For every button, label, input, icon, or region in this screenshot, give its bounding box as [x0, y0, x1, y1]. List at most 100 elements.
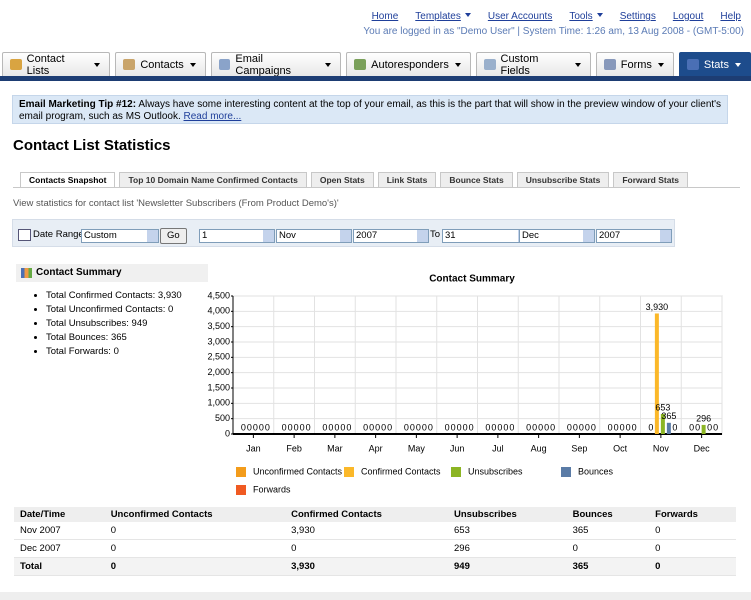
top-link[interactable]: Help — [720, 11, 741, 22]
tab-arrow — [574, 63, 581, 70]
from-day[interactable]: 1 — [199, 229, 275, 243]
legend-swatch — [236, 485, 246, 495]
tab-arrow — [189, 63, 196, 70]
top-link[interactable]: Settings — [619, 11, 656, 22]
data-label: 0 — [363, 422, 368, 432]
y-tick-label: 2,500 — [207, 352, 230, 362]
tip-box: Email Marketing Tip #12: Always have som… — [12, 95, 728, 124]
top-link[interactable]: Templates — [415, 11, 471, 22]
top-link[interactable]: Logout — [672, 11, 704, 22]
sub-tab[interactable]: Link Stats — [377, 172, 437, 188]
bar — [701, 424, 706, 434]
tab-icon — [483, 59, 496, 70]
data-label: 0 — [300, 422, 305, 432]
sub-tab[interactable]: Bounce Stats — [440, 172, 513, 188]
data-label: 0 — [288, 422, 293, 432]
summary-item: Total Confirmed Contacts: 3,930 — [46, 289, 182, 303]
y-tick-label: 4,000 — [207, 306, 230, 316]
x-tick-label: Feb — [286, 443, 302, 453]
sub-tab[interactable]: Forward Stats — [613, 172, 689, 188]
x-tick-label: Dec — [694, 443, 711, 453]
y-tick-label: 0 — [225, 428, 230, 438]
data-label: 0 — [485, 422, 490, 432]
header-row: Date/Time Unconfirmed Contacts Confirmed C… — [14, 507, 736, 522]
y-tick-label: 3,000 — [207, 336, 230, 346]
sub-tab[interactable]: Contacts Snapshot — [20, 172, 116, 188]
sub-tab[interactable]: Top 10 Domain Name Confirmed Contacts — [119, 172, 307, 188]
x-tick-label: May — [408, 443, 426, 453]
table-cell: 0 — [566, 539, 650, 558]
to-year[interactable]: 2007 — [596, 229, 672, 243]
top-link[interactable]: Home — [371, 11, 399, 22]
table-row: Total 0 3,930 949 365 0 — [14, 557, 736, 576]
tab-label: Forms — [620, 58, 652, 71]
legend-label: Confirmed Contacts — [361, 466, 441, 476]
table-cell: Dec 2007 — [14, 539, 105, 558]
legend-swatch — [451, 467, 461, 477]
nav-tab[interactable]: Custom Fields — [475, 52, 591, 77]
tip-link[interactable]: Read more... — [183, 111, 242, 122]
data-label: 0 — [381, 422, 386, 432]
y-tick-label: 3,500 — [207, 321, 230, 331]
tab-label: Autoresponders — [371, 58, 449, 71]
to-month[interactable]: Dec — [519, 229, 595, 243]
top-link[interactable]: Tools — [569, 11, 602, 22]
summary-item: Total Bounces: 365 — [46, 331, 182, 345]
go-button[interactable]: Go — [160, 228, 187, 244]
data-label: 0 — [346, 422, 351, 432]
data-label: 0 — [550, 422, 555, 432]
nav-tab[interactable]: Contact Lists — [2, 52, 111, 77]
data-label: 0 — [695, 422, 700, 432]
nav-tab[interactable]: Contacts — [115, 52, 206, 76]
data-label: 0 — [463, 422, 468, 432]
data-label: 0 — [451, 422, 456, 432]
nav-tab[interactable]: Forms — [595, 52, 674, 76]
data-label: 0 — [404, 422, 409, 432]
data-label: 0 — [626, 422, 631, 432]
tab-label: Contacts — [140, 58, 184, 71]
data-label: 0 — [567, 422, 572, 432]
top-link[interactable]: User Accounts — [487, 11, 553, 22]
nav-tab[interactable]: Stats — [678, 52, 751, 76]
sub-tab[interactable]: Unsubscribe Stats — [516, 172, 610, 188]
table-cell: 3,930 — [285, 522, 449, 540]
tab-label: Contact Lists — [26, 52, 65, 77]
sub-tab[interactable]: Open Stats — [310, 172, 374, 188]
nav-tab[interactable]: Email Campaigns — [210, 52, 342, 77]
from-year[interactable]: 2007 — [353, 229, 429, 243]
data-label: 0 — [306, 422, 311, 432]
tab-arrow — [454, 63, 461, 70]
to-label: To — [430, 229, 441, 240]
column-header: Bounces — [566, 507, 650, 522]
status: You are logged in as "Demo User" | Syste… — [363, 26, 744, 37]
legend-swatch — [561, 467, 571, 477]
data-label: 0 — [259, 422, 264, 432]
from-month[interactable]: Nov — [276, 229, 352, 243]
x-tick-label: Apr — [369, 443, 383, 453]
bar — [666, 422, 671, 434]
tab-arrow — [657, 63, 664, 70]
divider — [13, 187, 740, 188]
x-tick-label: Jun — [450, 443, 465, 453]
data-label: 0 — [648, 422, 653, 432]
nav-tab[interactable]: Autoresponders — [346, 52, 471, 76]
data-label: 653 — [655, 402, 670, 412]
data-label: 0 — [410, 422, 415, 432]
tabs: Contact Lists Contacts Email Campaigns Auto… — [2, 52, 751, 77]
data-label: 0 — [428, 422, 433, 432]
x-tick-label: Sep — [571, 443, 587, 453]
data-label: 0 — [369, 422, 374, 432]
table-cell: 0 — [104, 522, 286, 540]
tab-icon — [603, 59, 616, 70]
y-tick-label: 1,500 — [207, 382, 230, 392]
nav-bar — [0, 76, 751, 81]
table-cell: 0 — [285, 539, 449, 558]
data-label: 0 — [375, 422, 380, 432]
x-tick-label: Aug — [531, 443, 547, 453]
preset-select[interactable]: Custom — [81, 229, 159, 243]
table-cell: 0 — [649, 522, 736, 540]
data-label: 0 — [294, 422, 299, 432]
data-label: 0 — [632, 422, 637, 432]
tab-icon — [354, 59, 367, 70]
